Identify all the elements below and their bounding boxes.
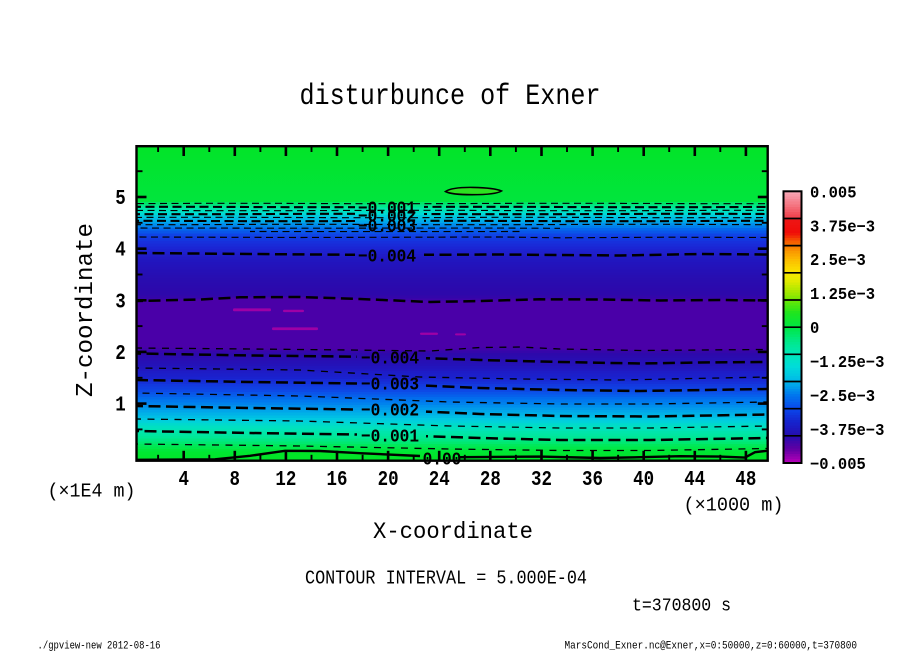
- svg-text:24: 24: [429, 469, 450, 492]
- svg-text:Z-coordinate: Z-coordinate: [73, 223, 100, 397]
- svg-text:−0.003: −0.003: [361, 375, 419, 396]
- svg-text:−0.004: −0.004: [358, 247, 416, 268]
- svg-text:−0.004: −0.004: [361, 349, 419, 370]
- svg-text:3: 3: [115, 291, 126, 314]
- svg-text:disturbunce of Exner: disturbunce of Exner: [300, 80, 601, 114]
- svg-text:5: 5: [115, 188, 126, 211]
- svg-text:−2.5e−3: −2.5e−3: [810, 387, 875, 406]
- svg-text:8: 8: [230, 469, 241, 492]
- svg-text:−0.005: −0.005: [810, 455, 866, 474]
- svg-text:12: 12: [275, 469, 296, 492]
- svg-text:32: 32: [531, 469, 552, 492]
- svg-text:36: 36: [582, 469, 603, 492]
- svg-text:(×1000 m): (×1000 m): [684, 495, 784, 517]
- svg-text:4: 4: [178, 469, 189, 492]
- svg-text:−0.003: −0.003: [358, 217, 416, 238]
- svg-text:2.5e−3: 2.5e−3: [810, 251, 866, 270]
- svg-text:0: 0: [810, 319, 819, 338]
- svg-text:X-coordinate: X-coordinate: [373, 519, 533, 545]
- svg-text:40: 40: [633, 469, 654, 492]
- svg-text:(×1E4 m): (×1E4 m): [48, 481, 136, 503]
- svg-text:0.00: 0.00: [423, 450, 462, 471]
- svg-text:−0.001: −0.001: [361, 427, 419, 448]
- svg-text:−1.25e−3: −1.25e−3: [810, 353, 884, 372]
- svg-text:4: 4: [115, 240, 126, 263]
- svg-text:−0.002: −0.002: [361, 401, 419, 422]
- svg-text:3.75e−3: 3.75e−3: [810, 217, 875, 236]
- svg-text:0.005: 0.005: [810, 183, 857, 202]
- svg-text:−0.001: −0.001: [358, 199, 416, 220]
- svg-text:16: 16: [327, 469, 348, 492]
- svg-text:−0.002: −0.002: [358, 207, 416, 228]
- svg-text:20: 20: [378, 469, 399, 492]
- svg-text:2: 2: [115, 343, 126, 366]
- svg-text:./gpview-new 2012-08-16: ./gpview-new 2012-08-16: [38, 641, 161, 653]
- svg-text:1.25e−3: 1.25e−3: [810, 285, 875, 304]
- svg-text:t=370800 s: t=370800 s: [632, 596, 731, 617]
- svg-text:44: 44: [684, 469, 705, 492]
- svg-text:1: 1: [115, 395, 126, 418]
- svg-text:MarsCond_Exner.nc@Exner,x=0:50: MarsCond_Exner.nc@Exner,x=0:50000,z=0:60…: [565, 641, 858, 653]
- svg-text:−3.75e−3: −3.75e−3: [810, 421, 884, 440]
- svg-text:48: 48: [735, 469, 756, 492]
- svg-text:CONTOUR INTERVAL = 5.000E-04: CONTOUR INTERVAL = 5.000E-04: [305, 568, 587, 590]
- svg-text:28: 28: [480, 469, 501, 492]
